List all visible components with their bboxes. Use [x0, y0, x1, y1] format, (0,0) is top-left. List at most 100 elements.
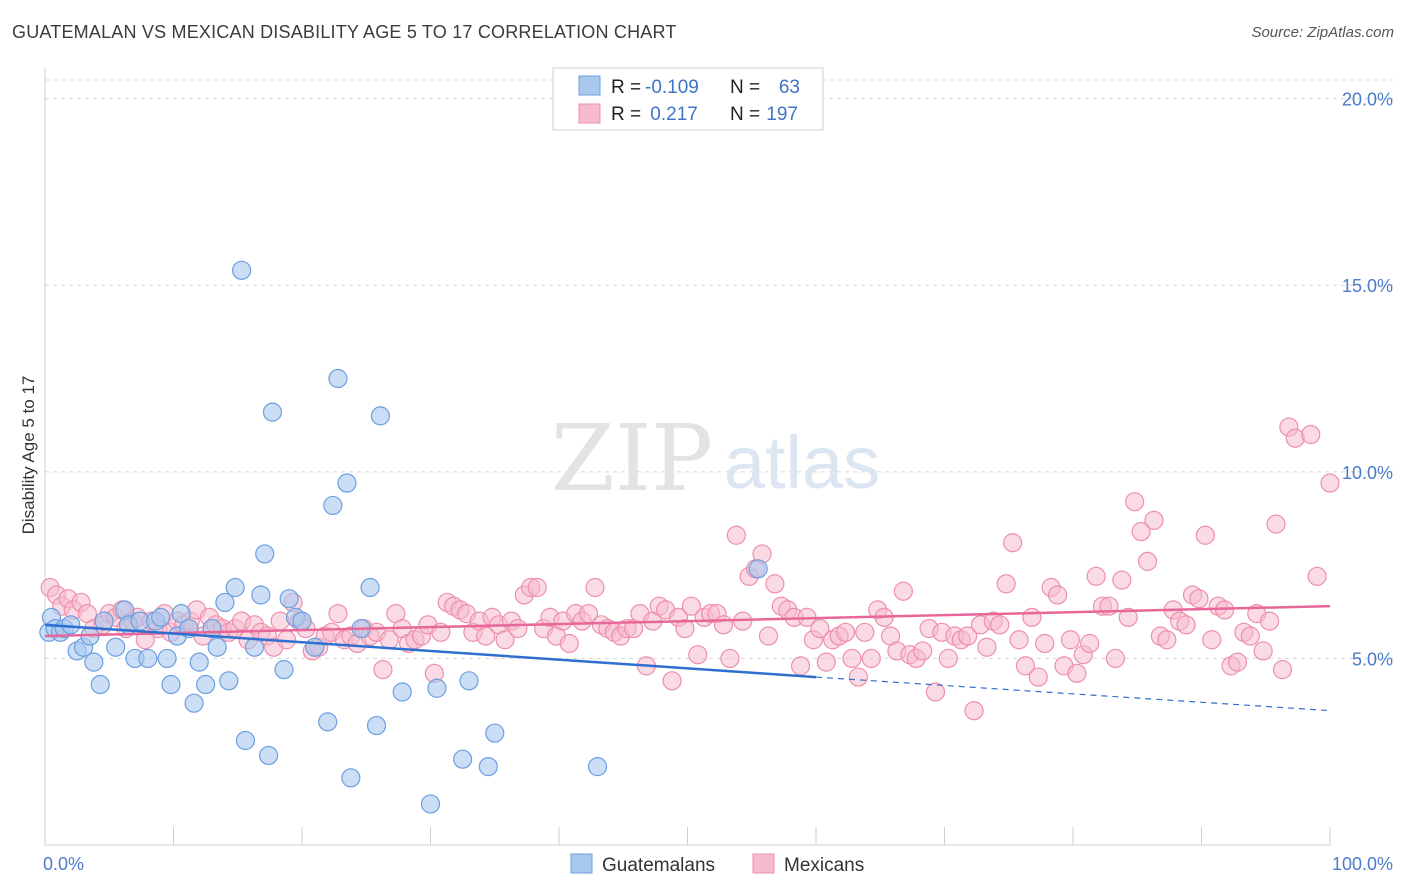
mexicans-trend-line [44, 604, 1331, 638]
guatemalan-point [84, 652, 104, 672]
guatemalan-point [171, 604, 191, 624]
mexican-point [990, 615, 1010, 635]
legend-r-value-1: -0.109 [645, 77, 699, 98]
legend-r-value-2: 0.217 [645, 104, 698, 125]
guatemalan-point [262, 402, 283, 422]
y-tick-label: 5.0% [1352, 649, 1393, 669]
bottom-legend-swatch-guatemalans [570, 853, 593, 874]
mexican-point [1176, 615, 1196, 635]
guatemalan-point [305, 637, 325, 657]
legend-swatch-mexicans [578, 103, 601, 124]
mexican-point [1105, 648, 1126, 669]
chart-title: GUATEMALAN VS MEXICAN DISABILITY AGE 5 T… [12, 22, 677, 42]
guatemalans-points [39, 260, 768, 814]
mexican-point [1144, 510, 1164, 530]
mexican-point [1015, 656, 1036, 676]
series-legend: Guatemalans Mexicans [570, 853, 864, 876]
guatemalan-point [106, 637, 126, 657]
mexican-point [1022, 607, 1042, 627]
mexican-point [1253, 641, 1273, 661]
legend-r-label-1: R = [611, 77, 641, 98]
guatemalan-point [215, 592, 235, 613]
guatemalan-point [207, 637, 227, 657]
guatemalan-point [235, 730, 256, 751]
mexican-point [925, 682, 946, 702]
mexican-point [675, 618, 695, 639]
mexican-point [1028, 667, 1048, 687]
legend-n-value-1: 63 [779, 77, 800, 98]
mexican-point [958, 626, 978, 646]
grid-lines [45, 79, 1395, 659]
mexican-point [1131, 521, 1151, 542]
mexican-point [508, 618, 528, 639]
watermark: ZIP atlas [551, 405, 880, 512]
mexican-point [964, 701, 984, 721]
mexican-point [1307, 566, 1327, 586]
trend-lines [44, 604, 1331, 712]
mexican-point [1003, 533, 1023, 553]
mexican-point [1125, 492, 1145, 512]
guatemalan-point [161, 674, 181, 695]
mexican-point [913, 641, 933, 661]
guatemalan-point [370, 406, 390, 426]
mexican-point [938, 648, 958, 669]
mexican-point [855, 622, 875, 642]
bottom-legend-mexicans: Mexicans [784, 855, 864, 876]
mexican-point [1137, 551, 1158, 571]
y-tick-label: 15.0% [1342, 276, 1393, 296]
mexican-point [835, 622, 856, 642]
mexican-point [1195, 525, 1215, 545]
guatemalan-point [337, 473, 357, 493]
guatemalan-point [157, 648, 177, 669]
mexican-point [1009, 630, 1029, 650]
guatemalan-point [748, 559, 768, 579]
guatemalan-point [318, 712, 338, 732]
guatemalan-point [485, 723, 505, 743]
guatemalan-point [420, 794, 441, 814]
mexican-point [1202, 630, 1222, 650]
mexican-point [1080, 633, 1100, 654]
guatemalan-point [328, 368, 348, 389]
legend-n-label-1: N = [730, 77, 760, 98]
mexican-point [585, 577, 605, 598]
mexican-point [893, 581, 913, 601]
mexican-point [1272, 660, 1293, 680]
mexican-point [373, 660, 393, 680]
mexican-point [681, 596, 701, 616]
y-axis-label: Disability Age 5 to 17 [19, 376, 38, 535]
guatemalan-point [258, 745, 279, 766]
guatemalan-point [225, 577, 245, 598]
watermark-atlas: atlas [724, 421, 880, 504]
mexican-point [758, 626, 779, 646]
guatemalan-point [138, 648, 158, 669]
mexican-point [816, 652, 836, 672]
guatemalan-point [459, 671, 479, 691]
mexican-point [713, 615, 734, 635]
mexican-point [1157, 630, 1177, 650]
guatemalan-point [274, 660, 294, 680]
mexican-point [527, 577, 547, 598]
guatemalan-point [94, 611, 114, 631]
guatemalan-point [255, 544, 275, 564]
mexican-point [977, 637, 997, 657]
mexican-point [662, 671, 682, 691]
guatemalan-point [251, 585, 271, 605]
x-tick-labels: 0.0% 100.0% [43, 854, 1393, 874]
mexican-point [848, 667, 869, 687]
x-tick-label: 100.0% [1332, 854, 1393, 874]
guatemalan-point [90, 674, 110, 695]
mexican-point [559, 633, 579, 654]
mexican-point [1189, 589, 1209, 609]
mexican-point [790, 656, 811, 676]
mexican-point [720, 648, 740, 669]
mexican-point [842, 648, 862, 669]
mexican-point [765, 574, 785, 594]
mexican-point [1067, 663, 1087, 683]
guatemalan-point [232, 260, 252, 280]
mexican-point [495, 630, 515, 650]
y-tick-label: 10.0% [1342, 463, 1393, 483]
mexican-point [1035, 633, 1055, 654]
guatemalan-point [427, 678, 447, 698]
y-tick-labels: 5.0% 10.0% 15.0% 20.0% [1342, 90, 1393, 670]
